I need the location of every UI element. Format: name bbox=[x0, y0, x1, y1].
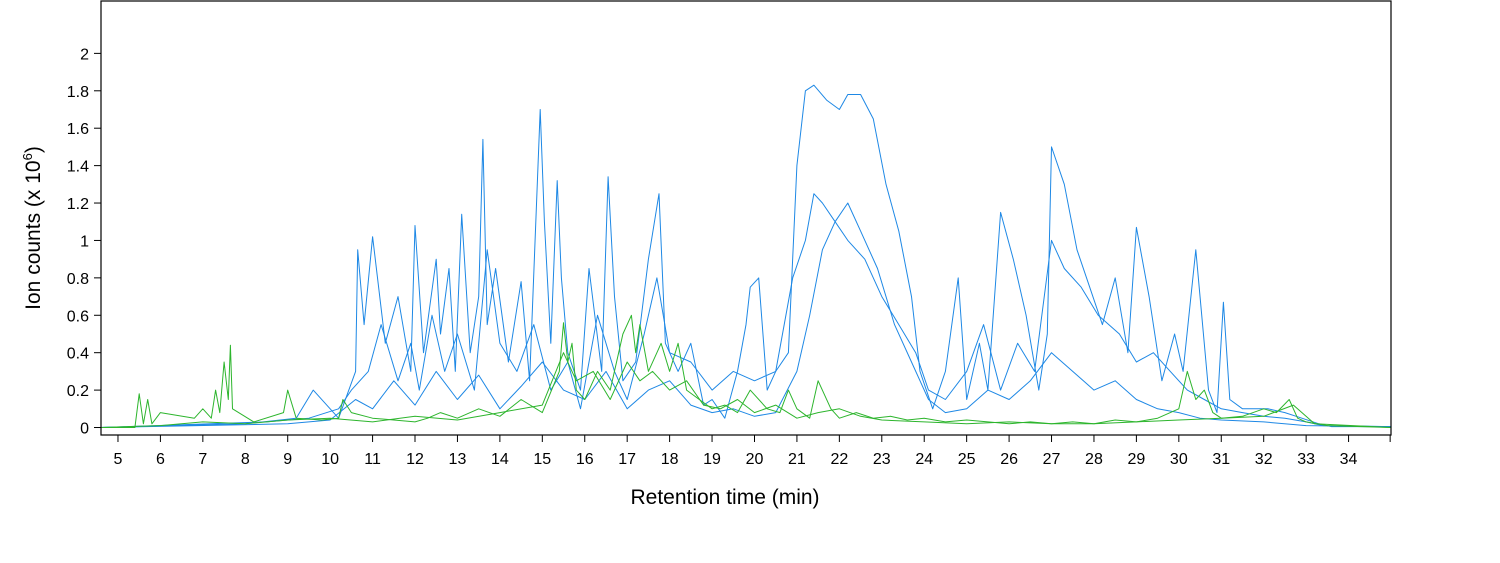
plot-frame bbox=[100, 0, 1392, 436]
y-tick-label: 1 bbox=[80, 233, 89, 250]
y-tick-label: 0 bbox=[80, 421, 89, 438]
x-tick-label: 17 bbox=[618, 451, 636, 468]
y-tick-label: 1.8 bbox=[67, 84, 89, 101]
series-line-1 bbox=[100, 84, 1391, 428]
x-tick-label: 34 bbox=[1340, 451, 1358, 468]
x-tick-label: 26 bbox=[1000, 451, 1018, 468]
x-tick-label: 8 bbox=[241, 451, 250, 468]
x-tick-label: 25 bbox=[958, 451, 976, 468]
x-tick-label: 23 bbox=[873, 451, 891, 468]
x-tick-label: 19 bbox=[703, 451, 721, 468]
x-tick-label: 22 bbox=[830, 451, 848, 468]
y-tick-label: 2 bbox=[80, 46, 89, 63]
series-layer bbox=[100, 84, 1392, 428]
x-tick-label: 31 bbox=[1212, 451, 1230, 468]
y-tick-label: 0.6 bbox=[67, 308, 89, 325]
series-line-4 bbox=[101, 314, 1392, 428]
x-tick-label: 13 bbox=[449, 451, 467, 468]
axis-layer: 5 6 7 8 9 10 11 12 13 14 15 16 17 18 19 20 21 22 23 24 25 26 2… bbox=[67, 46, 1391, 468]
x-tick-label: 7 bbox=[198, 451, 207, 468]
series-line-2 bbox=[100, 193, 1392, 428]
x-axis-title: Retention time (min) bbox=[630, 486, 819, 509]
x-tick-label: 33 bbox=[1297, 451, 1315, 468]
y-tick-label: 1.2 bbox=[67, 196, 89, 213]
y-tick-label: 1.4 bbox=[67, 159, 89, 176]
y-axis-title-suffix: ) bbox=[22, 146, 45, 153]
x-tick-label: 11 bbox=[364, 451, 381, 468]
x-tick-label: 5 bbox=[114, 451, 123, 468]
y-tick-label: 0.4 bbox=[67, 346, 89, 363]
x-tick-label: 32 bbox=[1255, 451, 1273, 468]
x-tick-label: 9 bbox=[283, 451, 292, 468]
x-tick-label: 10 bbox=[321, 451, 339, 468]
x-tick-label: 24 bbox=[915, 451, 933, 468]
series-line-3 bbox=[100, 202, 1392, 428]
x-tick-label: 15 bbox=[533, 451, 551, 468]
x-tick-label: 28 bbox=[1085, 451, 1103, 468]
y-tick-label: 0.2 bbox=[67, 383, 89, 400]
y-tick-label: 1.6 bbox=[67, 121, 89, 138]
x-tick-label: 20 bbox=[746, 451, 764, 468]
x-tick-label: 21 bbox=[788, 451, 806, 468]
y-axis-title-exponent: 6 bbox=[20, 153, 35, 160]
x-tick-label: 18 bbox=[661, 451, 679, 468]
x-tick-label: 29 bbox=[1127, 451, 1145, 468]
x-tick-label: 14 bbox=[491, 451, 509, 468]
y-tick-label: 0.8 bbox=[67, 271, 89, 288]
x-tick-label: 27 bbox=[1043, 451, 1061, 468]
y-axis-title: Ion counts (x 106) bbox=[20, 146, 45, 310]
x-tick-label: 12 bbox=[406, 451, 424, 468]
x-tick-label: 30 bbox=[1170, 451, 1188, 468]
x-tick-label: 16 bbox=[576, 451, 594, 468]
x-tick-label: 6 bbox=[156, 451, 165, 468]
series-line-5 bbox=[100, 352, 1392, 428]
y-axis-title-prefix: Ion counts (x 10 bbox=[22, 160, 45, 309]
